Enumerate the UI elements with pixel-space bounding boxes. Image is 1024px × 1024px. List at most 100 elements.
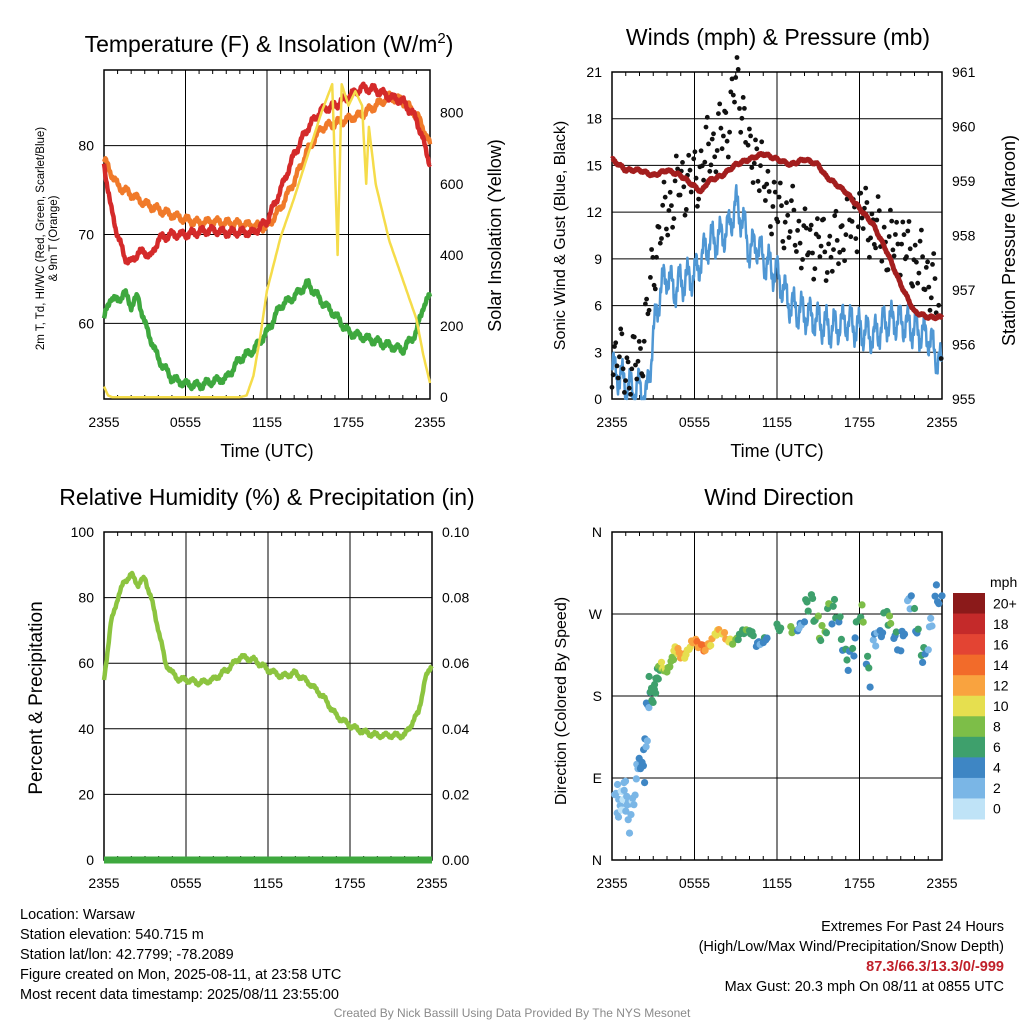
gust-point [860, 226, 866, 232]
direction-point [836, 613, 844, 621]
station-info: Location: Warsaw Station elevation: 540.… [20, 905, 341, 1005]
gust-point [640, 373, 646, 379]
chart-title: Wind Direction [704, 484, 854, 510]
gust-point [839, 223, 845, 229]
gust-point [721, 133, 726, 139]
direction-point [872, 642, 880, 650]
gust-point [864, 200, 870, 205]
gust-point [626, 385, 632, 391]
gust-point [610, 372, 616, 378]
direction-point [914, 625, 922, 633]
gust-point [907, 246, 913, 252]
direction-point [897, 647, 905, 655]
colorbar-swatch [953, 634, 985, 656]
direction-point [621, 777, 630, 785]
gust-point [719, 146, 725, 152]
gust-point [758, 163, 763, 169]
gust-point [682, 212, 688, 218]
colorbar-label: 10 [993, 698, 1009, 714]
gust-point [646, 307, 652, 313]
gust-point [636, 339, 642, 344]
gust-point [879, 258, 885, 264]
gust-point [763, 198, 768, 203]
gust-point [683, 207, 689, 212]
direction-point [885, 612, 894, 620]
gust-point [922, 287, 928, 293]
gust-point [874, 217, 880, 223]
direction-point [837, 635, 846, 644]
gust-point [648, 275, 653, 280]
gust-point [772, 189, 778, 195]
colorbar-swatch [953, 675, 985, 697]
gust-point [899, 241, 904, 247]
direction-point [777, 624, 785, 632]
direction-point [850, 652, 858, 660]
gust-point [928, 295, 934, 301]
gust-point [704, 114, 710, 120]
y2-tick-label: 0 [440, 389, 448, 405]
created-label: Figure created on Mon, 2025-08-11, at 23… [20, 967, 342, 983]
gust-point [891, 253, 897, 259]
gust-point [681, 184, 687, 190]
gust-point [828, 254, 834, 260]
direction-point [649, 698, 657, 707]
gust-point [660, 202, 666, 208]
direction-point [639, 762, 648, 770]
x-tick-label: 1155 [762, 875, 792, 891]
x-tick-label: 2355 [88, 414, 119, 430]
gust-point [745, 142, 751, 148]
series-line [610, 184, 944, 401]
gust-point [737, 106, 742, 111]
gust-point [623, 378, 628, 383]
gust-point [885, 267, 891, 273]
gust-point [769, 231, 774, 237]
gust-point [677, 192, 683, 198]
gust-point [641, 338, 647, 344]
colorbar-label: 16 [993, 636, 1009, 652]
gust-point [855, 224, 861, 230]
colorbar-swatch [953, 757, 985, 779]
gust-point [938, 356, 944, 361]
gust-point [824, 270, 830, 275]
y-tick-label: N [592, 852, 602, 868]
gust-point [768, 224, 773, 229]
gust-point [771, 179, 777, 185]
gust-point [800, 257, 805, 262]
gust-point [664, 226, 669, 232]
gust-point [931, 251, 937, 256]
y-tick-label: 80 [78, 138, 94, 154]
y-tick-label: W [589, 606, 603, 622]
y-axis-label: Sonic Wind & Gust (Blue, Black) [552, 121, 569, 350]
y-tick-label: 0 [594, 391, 602, 407]
y-tick-label: 3 [594, 344, 602, 360]
recent-data-label: Most recent data timestamp: 2025/08/11 2… [20, 987, 339, 1003]
gust-point [780, 239, 786, 244]
gust-point [649, 247, 654, 252]
direction-point [652, 689, 660, 697]
direction-point [830, 595, 839, 604]
x-tick-label: 2355 [926, 875, 957, 891]
gust-point [644, 296, 649, 302]
y2-tick-label: 600 [440, 176, 464, 192]
chart-panel-3: 0 20 40 60 80 100 2355 0555 1155 1755 2355 0.00 0.02… [26, 484, 475, 891]
direction-point [927, 614, 935, 622]
x-tick-label: 2355 [596, 414, 627, 430]
gust-point [848, 234, 854, 240]
gust-point [815, 216, 820, 222]
x-axis-label: Time (UTC) [220, 441, 313, 461]
x-tick-label: 0555 [679, 875, 710, 891]
y-tick-label: 12 [586, 204, 602, 220]
gust-point [900, 219, 906, 225]
x-tick-label: 1155 [252, 414, 282, 430]
gust-point [795, 228, 800, 233]
gust-point [842, 258, 847, 264]
direction-point [935, 600, 943, 608]
gust-point [890, 247, 896, 253]
gust-point [790, 183, 796, 189]
gust-point [693, 175, 699, 181]
direction-point [803, 598, 811, 606]
y2-tick-label: 955 [952, 391, 976, 407]
y-axis-label: Direction (Colored By Speed) [553, 597, 570, 805]
y-tick-label: 9 [594, 251, 602, 267]
gust-point [755, 178, 761, 184]
